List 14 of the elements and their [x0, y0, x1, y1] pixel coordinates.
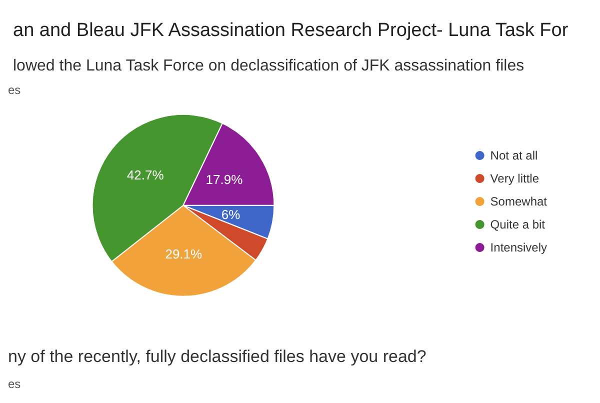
- chart-title: an and Bleau JFK Assassination Research Project- Luna Task For: [13, 20, 569, 41]
- text: ny of the recently, fully declassified files have you read?: [8, 347, 426, 366]
- legend-label: Somewhat: [490, 194, 548, 208]
- legend-label: Quite a bit: [490, 218, 546, 232]
- data-label: 6%: [221, 206, 241, 222]
- legend-label: Not at all: [490, 148, 538, 162]
- chart-subtitle: lowed the Luna Task Force on declassification of JFK assassination files: [13, 58, 524, 74]
- text: es: [8, 83, 21, 97]
- data-label: 29.1%: [165, 246, 203, 262]
- legend-label: Intensively: [490, 240, 548, 254]
- text: es: [8, 377, 21, 391]
- data-label: 17.9%: [206, 172, 244, 188]
- data-label: 42.7%: [126, 168, 164, 183]
- legend-label: Very little: [490, 172, 540, 186]
